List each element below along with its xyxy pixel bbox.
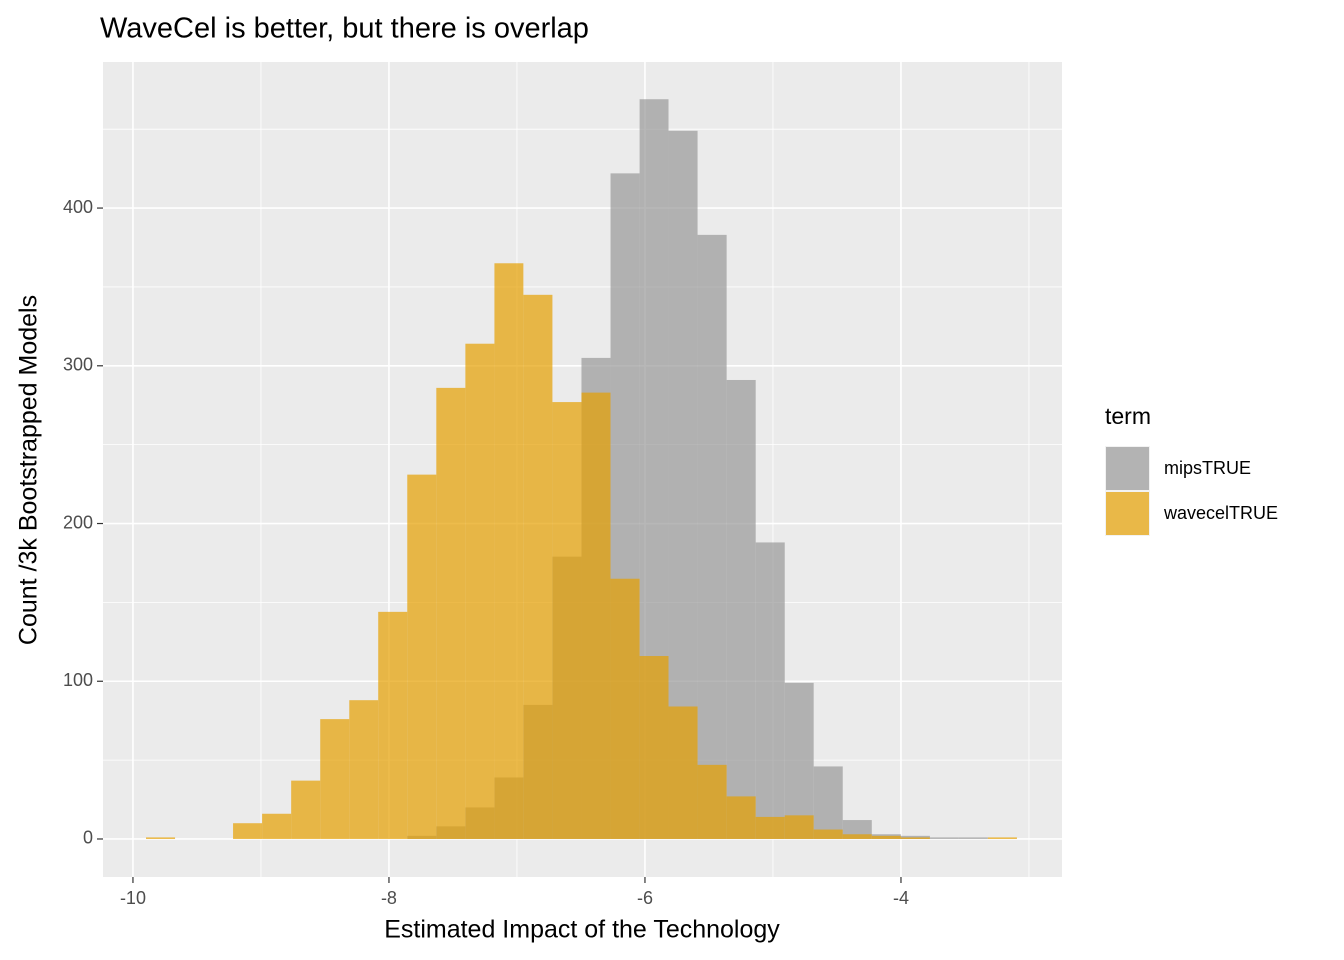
bar (987, 837, 1017, 839)
bar (784, 682, 814, 839)
bar (436, 387, 466, 839)
bar (378, 611, 408, 839)
x-axis-title: Estimated Impact of the Technology (384, 916, 780, 944)
bar (320, 719, 350, 839)
bar (233, 823, 263, 839)
bar (784, 815, 814, 839)
bar (610, 578, 640, 839)
bar (146, 837, 176, 839)
legend-swatch (1106, 447, 1149, 490)
bar (407, 474, 437, 839)
bar (726, 796, 756, 839)
bar (726, 379, 756, 839)
bar (697, 234, 727, 839)
bar (349, 700, 379, 839)
legend-swatch (1106, 492, 1149, 535)
bar (581, 392, 611, 839)
bar (494, 263, 524, 839)
x-tick-label: -8 (381, 888, 397, 908)
legend-label: mipsTRUE (1164, 458, 1251, 478)
bar (842, 834, 872, 839)
y-tick-label: 200 (63, 512, 93, 532)
y-tick-label: 100 (63, 670, 93, 690)
y-tick-label: 400 (63, 197, 93, 217)
bar (697, 764, 727, 839)
legend-label: wavecelTRUE (1163, 503, 1278, 523)
bar (755, 542, 785, 839)
y-axis-title: Count /3k Bootstrapped Models (15, 295, 43, 645)
y-tick-label: 0 (83, 828, 93, 848)
y-tick-label: 300 (63, 355, 93, 375)
bar (813, 766, 843, 839)
bar (755, 816, 785, 839)
x-tick-label: -10 (120, 888, 146, 908)
bar (552, 402, 582, 839)
bar (929, 837, 959, 839)
x-tick-label: -6 (637, 888, 653, 908)
legend-title: term (1105, 403, 1151, 429)
bar (813, 829, 843, 839)
bar (523, 294, 553, 839)
bar (871, 835, 901, 839)
chart-title: WaveCel is better, but there is overlap (100, 13, 589, 45)
bar (262, 813, 292, 839)
bar (639, 656, 669, 839)
bar (291, 780, 321, 839)
bar (668, 706, 698, 839)
bar (958, 837, 988, 839)
x-tick-label: -4 (893, 888, 909, 908)
bar (900, 837, 930, 839)
bar (465, 343, 495, 839)
